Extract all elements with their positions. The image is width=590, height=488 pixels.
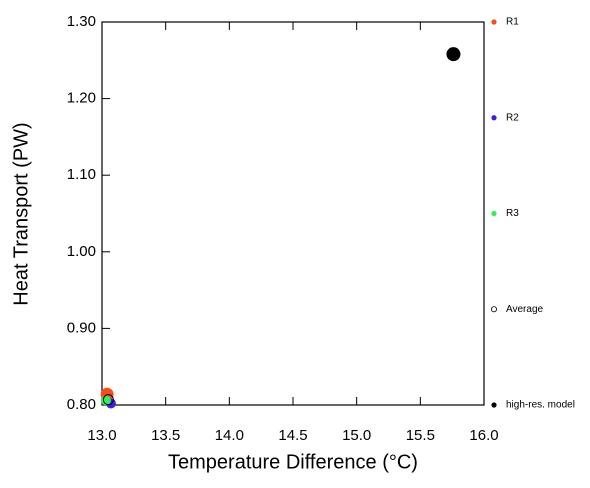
x-tick-label: 15.5 bbox=[406, 427, 435, 444]
legend-label: high-res. model bbox=[506, 400, 575, 411]
legend-marker bbox=[490, 306, 497, 313]
x-axis-title: Temperature Difference (°C) bbox=[168, 451, 418, 473]
y-tick-label: 0.90 bbox=[67, 319, 96, 336]
y-tick-label: 1.10 bbox=[67, 166, 96, 183]
plot-frame bbox=[101, 21, 485, 406]
legend-marker bbox=[491, 402, 497, 408]
y-axis-title: Heat Transport (PW) bbox=[10, 122, 32, 305]
point bbox=[102, 394, 114, 406]
x-tick-label: 14.0 bbox=[215, 427, 244, 444]
y-tick-label: 1.20 bbox=[67, 90, 96, 107]
legend-marker bbox=[491, 115, 497, 121]
y-tick-label: 1.30 bbox=[67, 13, 96, 30]
y-tick-label: 0.80 bbox=[67, 396, 96, 413]
legend-label: R1 bbox=[506, 17, 519, 28]
y-tick-label: 1.00 bbox=[67, 243, 96, 260]
x-tick-label: 13.5 bbox=[151, 427, 180, 444]
legend-marker bbox=[491, 210, 497, 217]
legend-label: R2 bbox=[506, 112, 519, 123]
x-tick-label: 16.0 bbox=[469, 427, 498, 444]
x-tick-label: 13.0 bbox=[87, 427, 116, 444]
legend-label: Average bbox=[506, 304, 544, 315]
x-tick-label: 15.0 bbox=[342, 427, 371, 444]
legend-marker bbox=[491, 19, 497, 25]
point bbox=[446, 47, 461, 62]
legend-label: R3 bbox=[506, 208, 519, 219]
x-tick-label: 14.5 bbox=[278, 427, 307, 444]
